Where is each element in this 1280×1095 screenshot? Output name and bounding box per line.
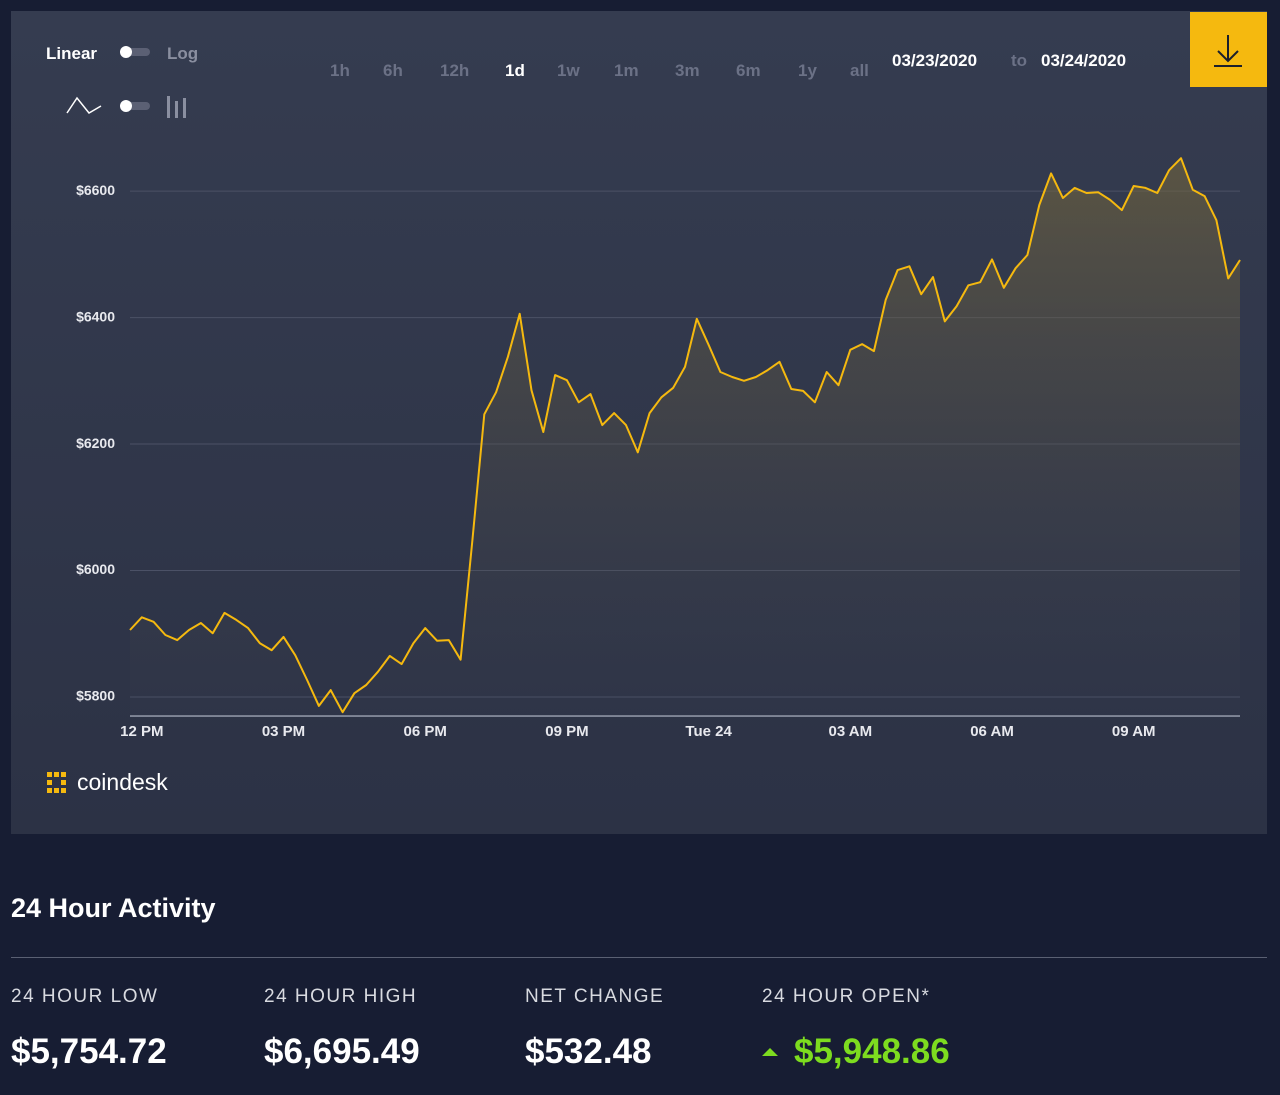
brand-logo: [47, 772, 66, 793]
range-button[interactable]: 1m: [614, 61, 639, 80]
chart-panel: coindesk $5800 $6000 $6200 $6400 $6600 12 PM 0…: [11, 11, 1267, 834]
y-tick-label: $6200: [76, 435, 115, 451]
x-tick-label: Tue 24: [685, 723, 732, 740]
x-tick-label: 06 AM: [970, 723, 1014, 740]
price-line: [129, 157, 1241, 714]
scale-option[interactable]: Log: [167, 44, 199, 63]
range-button[interactable]: 1d: [505, 61, 525, 80]
brand-name: coindesk: [77, 769, 168, 795]
stat-label: NET CHANGE: [525, 986, 665, 1007]
y-tick-label: $6400: [76, 308, 115, 324]
stat-value: $6,695.49: [264, 1032, 420, 1071]
stat: 24 HOUR LOW $5,754.72: [11, 986, 167, 1072]
x-tick-label: 09 PM: [545, 723, 588, 740]
range-button[interactable]: 12h: [440, 61, 470, 80]
stat: NET CHANGE $532.48: [525, 986, 664, 1072]
x-tick-label: 03 PM: [262, 723, 305, 740]
scale-option[interactable]: Linear: [46, 44, 98, 63]
range-button[interactable]: 6h: [383, 61, 403, 80]
stat: 24 HOUR OPEN* $5,948.86: [762, 986, 950, 1072]
y-tick-label: $6000: [76, 561, 115, 577]
y-tick-label: $6600: [76, 182, 115, 198]
toggle-knob: [120, 46, 132, 58]
x-tick-label: 09 AM: [1112, 723, 1156, 740]
area-fill: [130, 158, 1240, 716]
download-icon: [1214, 35, 1242, 67]
candle-icon[interactable]: [167, 96, 186, 118]
stat-value: $5,754.72: [11, 1032, 167, 1071]
stat-label: 24 HOUR OPEN*: [762, 986, 931, 1007]
up-arrow: [762, 1048, 778, 1056]
y-tick-label: $5800: [76, 688, 115, 704]
range-button[interactable]: all: [850, 61, 869, 80]
range-button[interactable]: 1w: [557, 61, 580, 80]
stat-label: 24 HOUR LOW: [11, 986, 159, 1007]
chart: coindesk $5800 $6000 $6200 $6400 $6600 12 PM 0…: [47, 12, 1267, 795]
stat-value: $532.48: [525, 1032, 652, 1071]
stat-value: $5,948.86: [762, 1032, 950, 1072]
x-tick-label: 03 AM: [829, 723, 873, 740]
date-to[interactable]: 03/24/2020: [1041, 51, 1127, 70]
x-tick-label: 06 PM: [404, 723, 447, 740]
toggle-knob: [120, 100, 132, 112]
stat: 24 HOUR HIGH $6,695.49: [264, 986, 420, 1072]
date-from[interactable]: 03/23/2020: [892, 51, 978, 70]
range-button[interactable]: 3m: [675, 61, 700, 80]
stat-label: 24 HOUR HIGH: [264, 986, 418, 1007]
divider: [11, 957, 1267, 958]
x-tick-label: 12 PM: [120, 723, 163, 740]
range-button[interactable]: 6m: [736, 61, 761, 80]
section-title: 24 Hour Activity: [11, 893, 216, 923]
range-button[interactable]: 1h: [330, 61, 350, 80]
line-icon[interactable]: [66, 96, 102, 114]
range-button[interactable]: 1y: [798, 61, 817, 80]
date-separator: to: [1011, 51, 1028, 70]
